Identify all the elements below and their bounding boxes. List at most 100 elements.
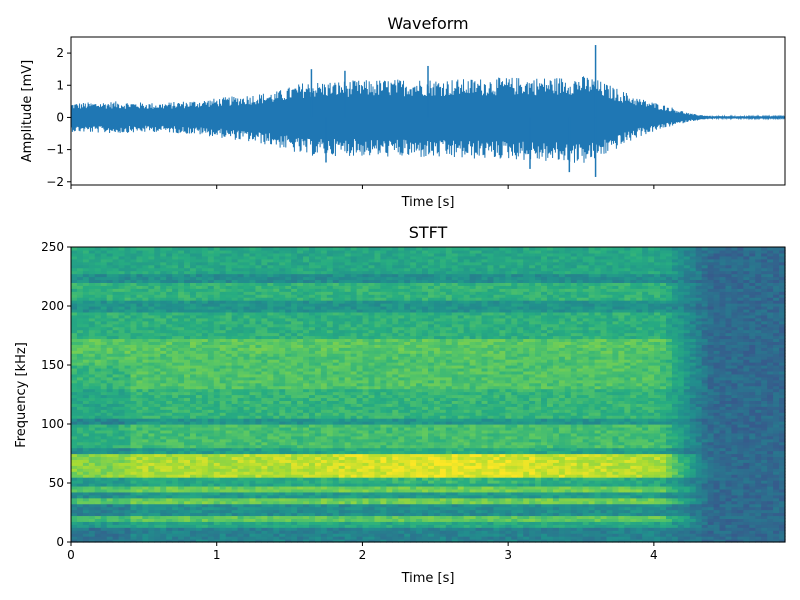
stft-cell [338,379,346,384]
stft-cell [82,311,90,316]
stft-cell [124,347,132,351]
stft-cell [207,441,215,446]
stft-cell [273,432,280,437]
stft-cell [160,509,167,514]
stft-cell [118,477,126,481]
stft-cell [88,468,96,472]
stft-cell [154,373,161,378]
stft-cell [314,441,322,446]
stft-cell [124,527,132,531]
stft-cell [320,359,328,363]
stft-cell [267,282,274,286]
stft-cell [309,365,316,369]
stft-cell [154,456,161,460]
stft-cell [71,512,78,517]
stft-cell [285,506,292,511]
stft-cell [207,444,215,449]
stft-cell [314,332,322,337]
stft-cell [71,338,78,342]
stft-cell [344,418,352,422]
stft-cell [249,435,257,440]
stft-cell [320,465,328,469]
stft-cell [130,252,138,257]
stft-cell [82,512,90,517]
stft-cell [237,480,245,484]
stft-cell [172,338,179,342]
stft-cell [195,441,203,446]
stft-cell [142,400,149,404]
stft-cell [356,306,364,310]
stft-cell [201,376,209,381]
stft-cell [112,329,120,334]
stft-cell [320,294,328,298]
stft-cell [148,474,155,478]
stft-cell [207,376,215,381]
stft-cell [213,385,221,390]
stft-cell [326,376,334,381]
stft-cell [303,362,310,366]
stft-cell [118,347,126,351]
stft-cell [338,356,346,360]
stft-cell [225,347,233,351]
stft-cell [297,515,304,519]
stft-cell [231,326,239,331]
stft-cell [320,456,328,460]
stft-cell [338,426,346,431]
stft-cell [112,400,120,404]
stft-cell [172,453,179,458]
stft-cell [237,300,245,304]
stft-cell [314,270,322,275]
stft-cell [279,306,286,310]
stft-cell [166,438,173,443]
stft-cell [71,252,78,257]
stft-cell [309,347,316,351]
stft-cell [76,323,84,328]
stft-cell [225,456,233,460]
stft-cell [231,294,239,298]
stft-cell [207,409,215,413]
stft-cell [237,412,245,416]
stft-cell [76,494,84,499]
stft-cell [112,459,120,463]
stft-cell [130,347,138,351]
stft-cell [362,412,370,416]
stft-cell [160,276,167,281]
stft-cell [273,306,280,310]
stft-cell [350,373,358,378]
stft-cell [326,406,334,410]
stft-cell [237,353,245,357]
stft-cell [285,367,292,372]
stft-cell [291,344,298,348]
stft-cell [213,276,221,281]
stft-cell [356,267,364,272]
stft-cell [76,524,84,528]
stft-cell [124,524,132,528]
stft-cell [243,536,251,540]
stft-cell [237,459,245,463]
stft-cell [356,294,364,298]
stft-cell [320,497,328,502]
stft-cell [225,258,233,263]
stft-cell [154,426,161,431]
stft-cell [154,512,161,517]
stft-cell [94,270,102,275]
stft-cell [350,494,358,499]
stft-cell [344,536,352,540]
stft-cell [279,424,286,428]
stft-cell [106,285,114,289]
stft-cell [172,359,179,363]
stft-cell [338,291,346,295]
stft-cell [82,365,90,369]
stft-cell [88,530,96,534]
stft-cell [344,435,352,440]
stft-cell [201,297,209,301]
stft-cell [213,353,221,357]
stft-cell [279,468,286,472]
stft-cell [249,480,257,484]
stft-cell [172,329,179,334]
stft-cell [225,491,233,496]
stft-cell [273,379,280,384]
stft-cell [243,509,251,514]
stft-cell [88,500,96,505]
stft-cell [112,267,120,272]
